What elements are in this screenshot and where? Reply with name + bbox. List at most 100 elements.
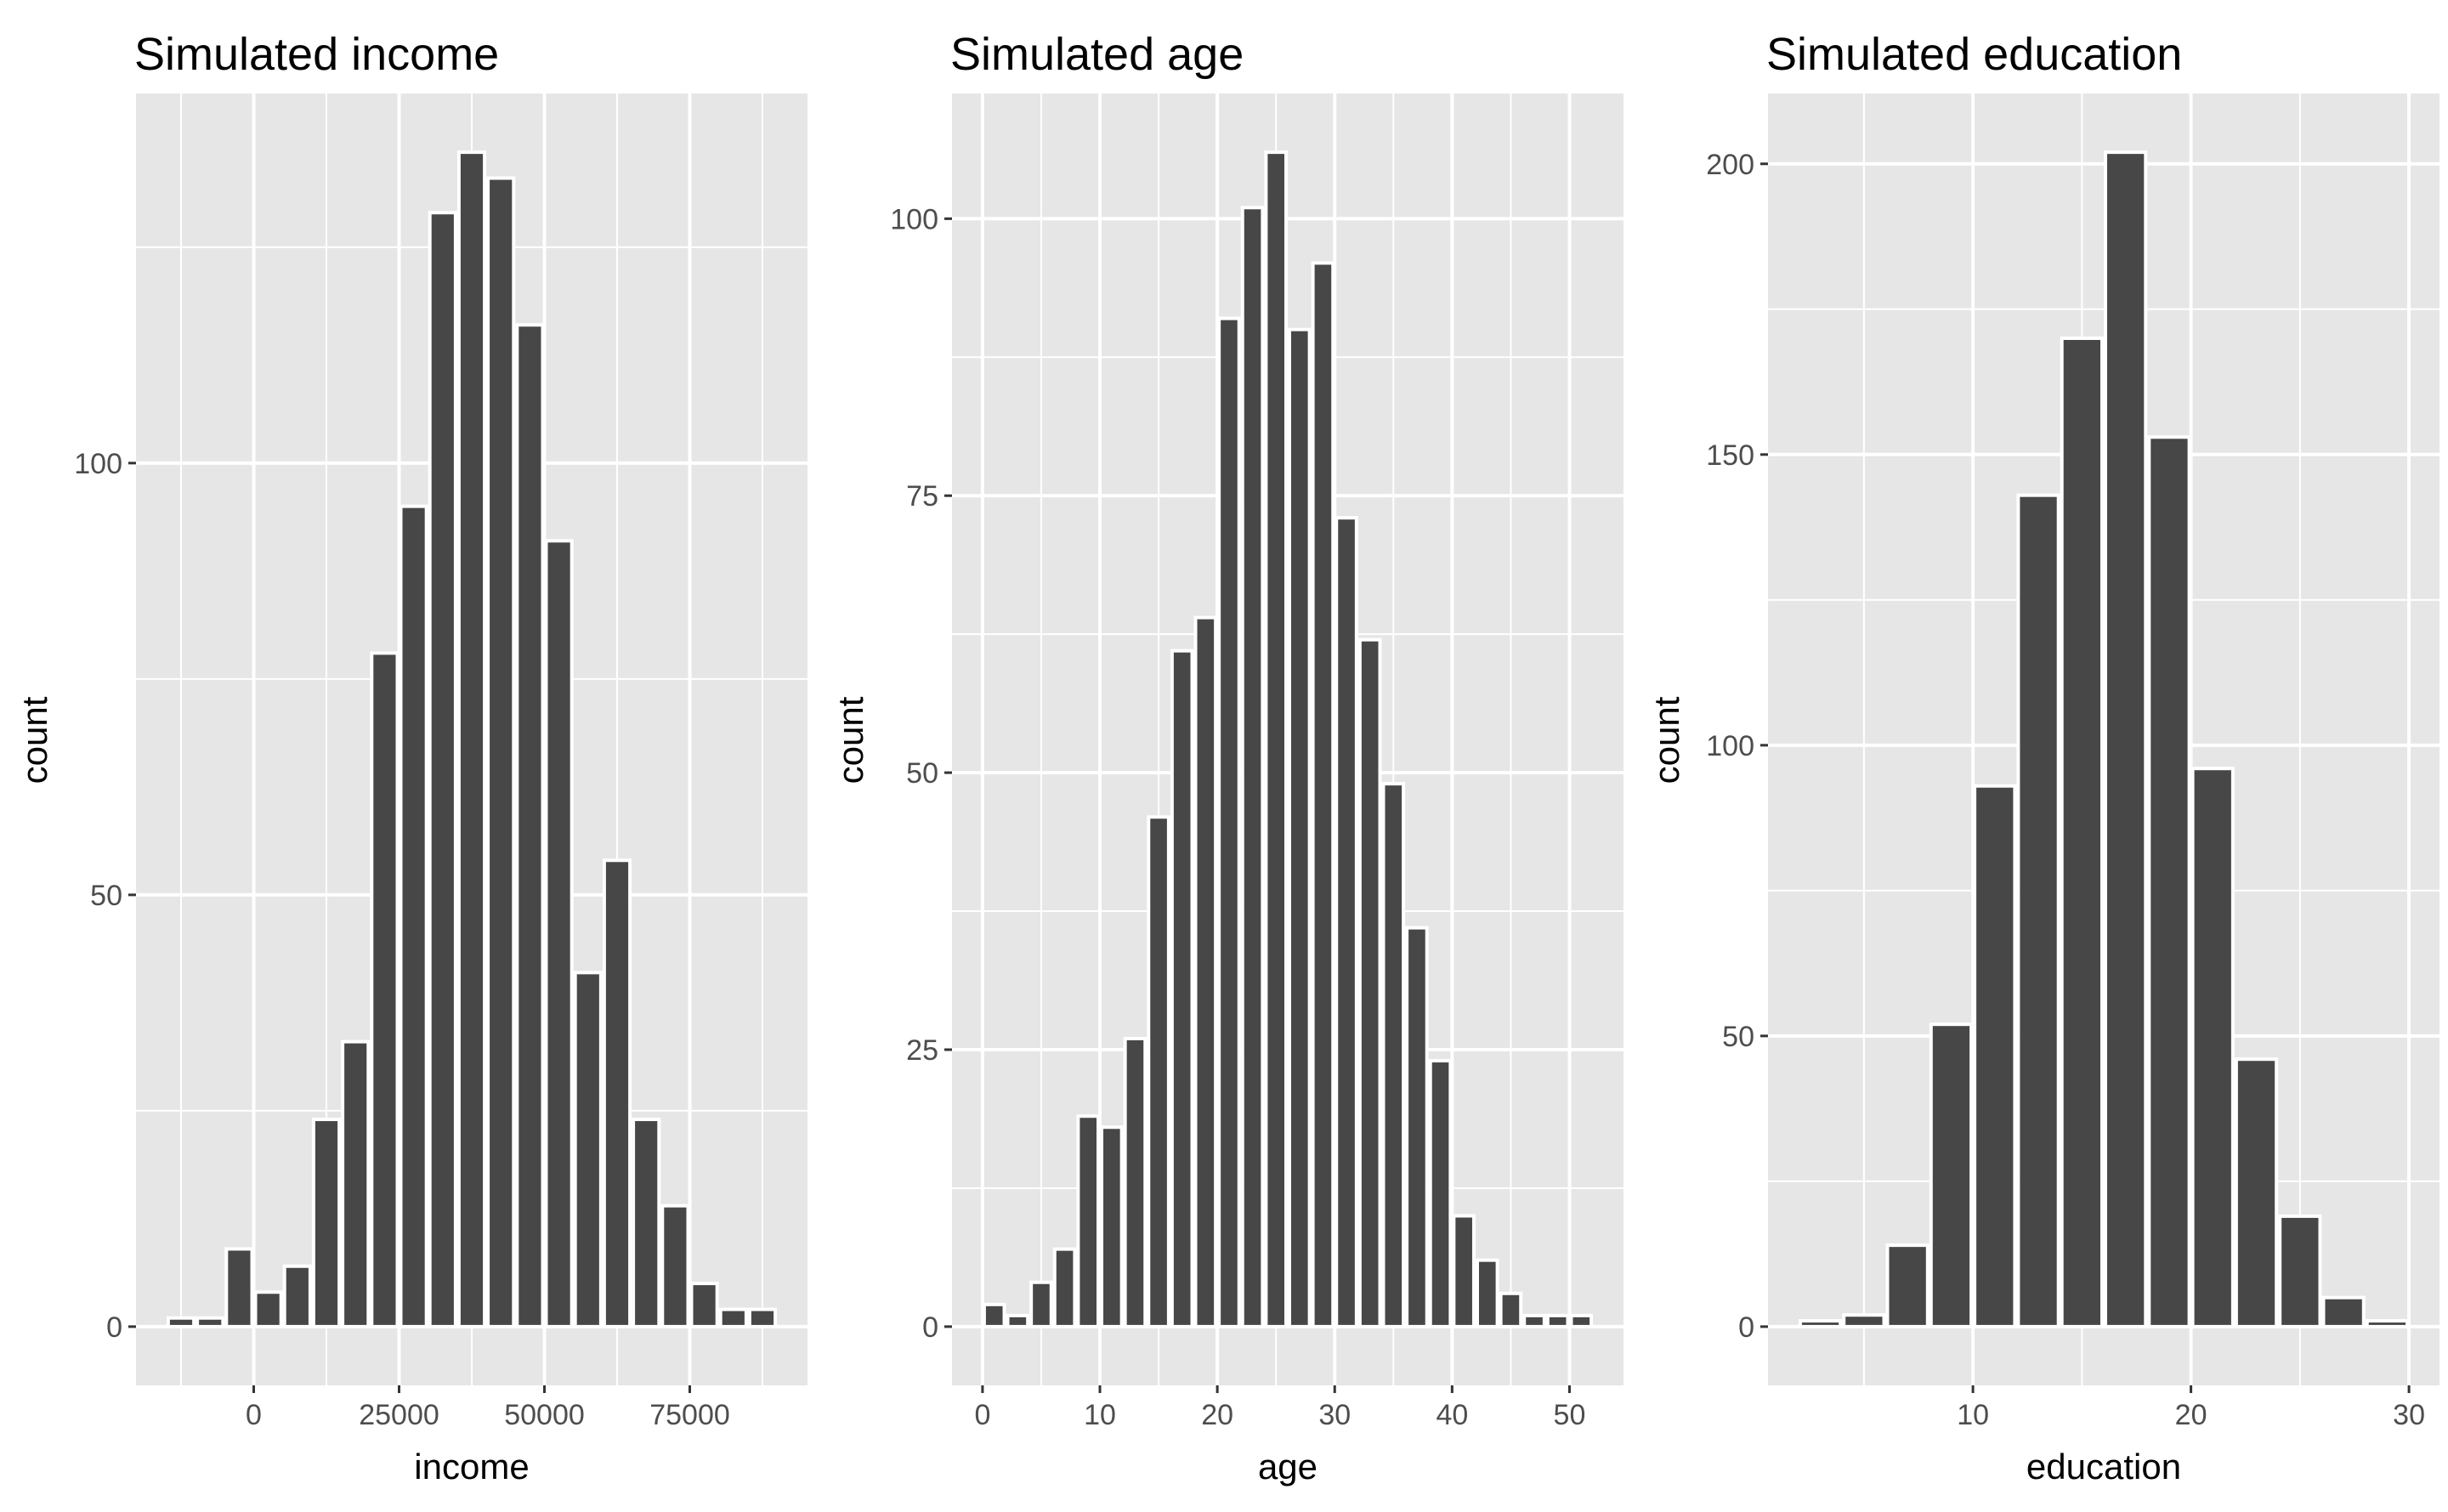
y-axis-tick-label: 0 [922, 1311, 938, 1344]
histogram-bar [1405, 926, 1429, 1328]
age-plot-area: 0 10 20 30 40 50 0 25 50 75 100 [890, 93, 1624, 1431]
y-axis-tick-label: 100 [1706, 730, 1754, 762]
y-axis-title-income: count [14, 696, 54, 784]
histogram-bar [573, 971, 603, 1328]
x-axis-title-education: education [2026, 1447, 2182, 1487]
x-axis-tick-label: 10 [1957, 1399, 1989, 1431]
x-axis-tick-label: 30 [2393, 1399, 2425, 1431]
y-axis-tick-label: 50 [1722, 1021, 1754, 1053]
y-axis-tick-label: 100 [74, 448, 122, 480]
x-axis-tick-label: 30 [1318, 1399, 1351, 1431]
histogram-bar [632, 1118, 661, 1328]
x-axis-tick-label: 20 [1201, 1399, 1233, 1431]
y-axis-tick-label: 200 [1706, 149, 1754, 181]
histogram-bar [1522, 1313, 1546, 1328]
histogram-bar [718, 1307, 748, 1328]
histogram-bar [2365, 1319, 2410, 1328]
histogram-bar [196, 1316, 225, 1328]
panel-background [1768, 93, 2440, 1385]
histogram-bar [544, 539, 574, 1328]
histogram-bar [1499, 1291, 1523, 1328]
x-axis-tick-label: 0 [246, 1399, 262, 1431]
histogram-bar [1929, 1022, 1974, 1328]
x-axis-tick-label: 25000 [359, 1399, 439, 1431]
y-axis-tick-label: 100 [890, 203, 938, 235]
x-axis-tick-label: 20 [2175, 1399, 2207, 1431]
histogram-bar [1052, 1247, 1077, 1328]
histogram-bar [1311, 261, 1335, 1328]
histogram-bar [2321, 1295, 2366, 1328]
y-axis-tick-label: 75 [906, 480, 938, 512]
histogram-bar [1217, 316, 1241, 1328]
histogram-bar [982, 1302, 1006, 1328]
y-axis-tick-label: 0 [106, 1311, 122, 1344]
histogram-bar [224, 1247, 254, 1328]
y-axis-tick-label: 0 [1738, 1311, 1754, 1344]
histogram-bar [1147, 815, 1170, 1328]
y-axis-tick-label: 150 [1706, 439, 1754, 472]
histogram-bar [689, 1282, 719, 1328]
histogram-bar [370, 651, 400, 1328]
histogram-bar [515, 323, 545, 1328]
histogram-bar [1452, 1214, 1476, 1328]
x-axis-tick-label: 0 [974, 1399, 990, 1431]
x-axis-title-income: income [414, 1447, 530, 1487]
histogram-bar [428, 211, 457, 1328]
histogram-bar [2104, 150, 2148, 1328]
histogram-bar [1973, 784, 2017, 1328]
histogram-bar [1170, 648, 1194, 1328]
x-axis-tick-label: 75000 [649, 1399, 730, 1431]
histogram-bar [2060, 336, 2104, 1328]
y-axis-title-age: count [830, 696, 870, 784]
histogram-bar [1240, 206, 1265, 1328]
y-axis-tick-label: 50 [906, 757, 938, 790]
histogram-bar [1381, 782, 1406, 1328]
plot-title-education: Simulated education [1766, 29, 2183, 80]
plot-title-income: Simulated income [134, 29, 500, 80]
histogram-bar [1357, 637, 1382, 1328]
histogram-bar [1569, 1313, 1594, 1328]
histogram-bar [2278, 1214, 2322, 1328]
histogram-bar [602, 858, 632, 1328]
histogram-bar [1475, 1258, 1499, 1328]
y-axis-title-education: count [1646, 696, 1686, 784]
histogram-bar [660, 1203, 690, 1328]
histogram-bar [1193, 615, 1218, 1328]
histogram-bar [1334, 516, 1358, 1328]
histogram-panel-education: 10 20 30 0 50 100 150 200 Simulated education e… [1632, 0, 2448, 1512]
histogram-bar [1076, 1114, 1101, 1328]
histogram-bar [399, 504, 428, 1328]
histogram-bar [166, 1316, 196, 1328]
histogram-bar [456, 150, 487, 1328]
y-axis-tick-label: 25 [906, 1034, 938, 1067]
x-axis-title-age: age [1257, 1447, 1318, 1487]
income-plot-area: 0 25000 50000 75000 0 50 100 [74, 93, 808, 1431]
histogram-bar [747, 1307, 778, 1328]
histogram-bar [1545, 1313, 1570, 1328]
histogram-bar [1006, 1313, 1030, 1328]
histogram-panel-income: 0 25000 50000 75000 0 50 100 Simulated income … [0, 0, 816, 1512]
histogram-bar [1842, 1313, 1886, 1328]
histogram-bar [1264, 150, 1289, 1328]
histogram-bar [2190, 767, 2235, 1328]
y-axis-tick-label: 50 [90, 880, 122, 912]
histogram-bar [253, 1290, 283, 1328]
histogram-bar [1885, 1243, 1930, 1328]
x-axis-tick-label: 10 [1084, 1399, 1116, 1431]
histogram-bar [1029, 1280, 1053, 1328]
histogram-bar [1288, 327, 1312, 1328]
histogram-bar [341, 1039, 371, 1328]
x-axis-tick-label: 40 [1436, 1399, 1468, 1431]
histogram-bar [486, 176, 516, 1328]
histogram-bar [1798, 1319, 1843, 1328]
histogram-bar [2016, 493, 2060, 1328]
x-axis-tick-label: 50 [1554, 1399, 1586, 1431]
histogram-bar [2234, 1057, 2279, 1328]
x-axis-tick-label: 50000 [504, 1399, 585, 1431]
histogram-bar [311, 1118, 342, 1328]
histogram-bar [282, 1264, 312, 1328]
histogram-panel-age: 0 10 20 30 40 50 0 25 50 75 100 Simulated age age … [816, 0, 1632, 1512]
plot-title-age: Simulated age [950, 29, 1244, 80]
histogram-bar [2147, 435, 2191, 1328]
